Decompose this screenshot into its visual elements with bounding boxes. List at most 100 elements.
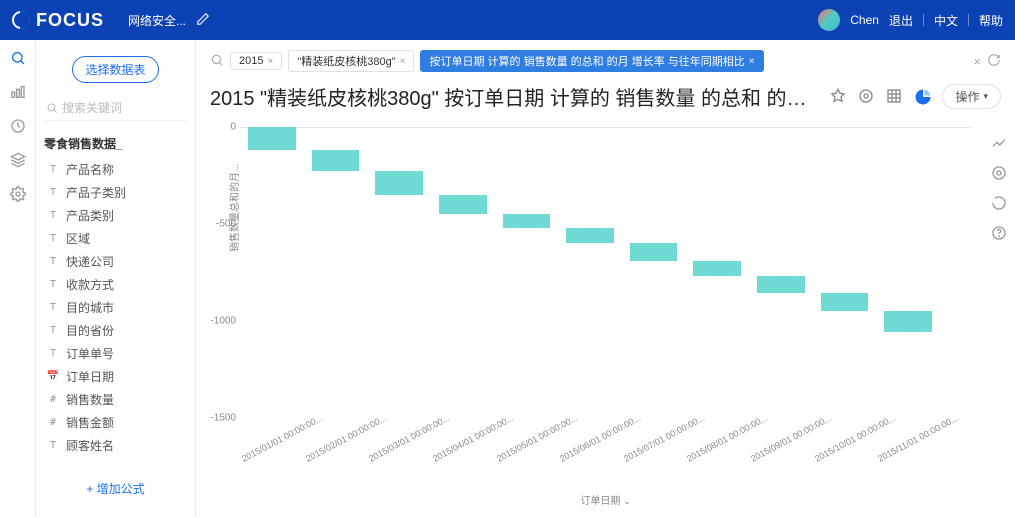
field-label: 产品名称: [66, 161, 114, 178]
field-type-icon: T: [46, 210, 60, 221]
query-pill[interactable]: 2015×: [230, 52, 282, 70]
header-right: Chen 退出 中文 帮助: [818, 9, 1003, 31]
field-item[interactable]: #销售数量: [44, 388, 187, 411]
field-label: 快递公司: [66, 253, 114, 270]
pie-chart-icon[interactable]: [914, 88, 932, 106]
search-icon[interactable]: [10, 50, 26, 66]
divider: [923, 14, 924, 26]
y-axis-label: 销售数量总和的月...: [226, 164, 241, 252]
y-tick: -500: [210, 218, 236, 229]
avatar[interactable]: [818, 9, 840, 31]
help-link[interactable]: 帮助: [979, 12, 1003, 29]
field-label: 顾客姓名: [66, 437, 114, 454]
x-axis-label[interactable]: 订单日期 ⌄: [580, 492, 630, 507]
gear-icon[interactable]: [991, 165, 1007, 181]
field-item[interactable]: T 区域: [44, 227, 187, 250]
field-search[interactable]: 搜索关键词: [44, 95, 187, 121]
field-list: T产品名称T产品子类别T产品类别T区域T快递公司T收款方式T目的城市T目的省份T…: [44, 158, 187, 457]
close-icon[interactable]: ×: [267, 56, 273, 67]
field-type-icon: T: [46, 187, 60, 198]
close-icon[interactable]: ×: [749, 56, 755, 67]
app-header: FOCUS 网络安全... Chen 退出 中文 帮助: [0, 0, 1015, 40]
edit-icon[interactable]: [196, 12, 210, 29]
field-item[interactable]: T 顾客姓名: [44, 434, 187, 457]
field-label: 订单单号: [66, 345, 114, 362]
help-icon[interactable]: [991, 225, 1007, 241]
field-item[interactable]: T快递公司: [44, 250, 187, 273]
chart-tool-rail: [991, 135, 1007, 241]
chart-bar[interactable]: [439, 195, 487, 214]
field-item[interactable]: T 产品名称: [44, 158, 187, 181]
gear-icon[interactable]: [10, 186, 26, 202]
field-label: 目的城市: [66, 299, 114, 316]
divider: [968, 14, 969, 26]
query-bar: 2015× "精装纸皮核桃380g"× 按订单日期 计算的 销售数量 的总和 的月 …: [210, 50, 1001, 72]
brand-logo: FOCUS: [12, 10, 104, 31]
field-type-icon: T: [46, 348, 60, 359]
add-formula-button[interactable]: + 增加公式: [44, 480, 187, 497]
chart-bar[interactable]: [312, 150, 360, 171]
field-label: 区域: [66, 230, 90, 247]
field-label: 产品类别: [66, 207, 114, 224]
pin-icon[interactable]: [830, 88, 848, 106]
logo-icon: [12, 11, 30, 29]
chart-bar[interactable]: [630, 243, 678, 260]
lang-link[interactable]: 中文: [934, 12, 958, 29]
chart-bar[interactable]: [693, 261, 741, 277]
clock-icon[interactable]: [10, 118, 26, 134]
y-tick: -1000: [210, 315, 236, 326]
chart-bar[interactable]: [821, 293, 869, 310]
field-type-icon: T: [46, 233, 60, 244]
operations-button[interactable]: 操作▾: [942, 84, 1001, 109]
line-chart-icon[interactable]: [991, 135, 1007, 151]
title-bar: 2015 "精装纸皮核桃380g" 按订单日期 计算的 销售数量 的总和 的月 …: [210, 82, 1001, 111]
field-label: 产品子类别: [66, 184, 126, 201]
chart-bar[interactable]: [566, 228, 614, 244]
chart-bar[interactable]: [375, 171, 423, 194]
chart-bar[interactable]: [503, 214, 551, 228]
field-label: 目的省份: [66, 322, 114, 339]
field-item[interactable]: # 销售金额: [44, 411, 187, 434]
refresh-icon[interactable]: [991, 195, 1007, 211]
field-panel: 选择数据表 搜索关键词 零食销售数据_ T产品名称T产品子类别T产品类别T区域T…: [36, 40, 196, 517]
chart-plot[interactable]: 销售数量总和的月... 0-500-1000-15002015/01/01 00…: [240, 117, 971, 447]
clear-icon[interactable]: ×: [973, 54, 981, 69]
brand-text: FOCUS: [36, 10, 104, 31]
field-type-icon: #: [46, 417, 60, 428]
field-item[interactable]: T 目的省份: [44, 319, 187, 342]
field-label: 销售数量: [66, 391, 114, 408]
field-item[interactable]: T 产品类别: [44, 204, 187, 227]
query-pill[interactable]: "精装纸皮核桃380g"×: [288, 50, 414, 72]
field-item[interactable]: T收款方式: [44, 273, 187, 296]
field-label: 订单日期: [66, 368, 114, 385]
field-label: 收款方式: [66, 276, 114, 293]
bar-chart-icon[interactable]: [10, 84, 26, 100]
field-type-icon: 📅: [46, 371, 60, 382]
field-item[interactable]: 📅 订单日期: [44, 365, 187, 388]
table-icon[interactable]: [886, 88, 904, 106]
field-label: 销售金额: [66, 414, 114, 431]
logout-link[interactable]: 退出: [889, 12, 913, 29]
layers-icon[interactable]: [10, 152, 26, 168]
search-icon[interactable]: [210, 53, 224, 70]
workspace-name[interactable]: 网络安全...: [128, 12, 186, 29]
user-name[interactable]: Chen: [850, 13, 879, 27]
field-type-icon: T: [46, 164, 60, 175]
field-item[interactable]: T 产品子类别: [44, 181, 187, 204]
nav-rail: [0, 40, 36, 517]
close-icon[interactable]: ×: [400, 56, 406, 67]
chart-bar[interactable]: [757, 276, 805, 293]
group-header[interactable]: 零食销售数据_: [44, 135, 187, 152]
field-item[interactable]: T 订单单号: [44, 342, 187, 365]
field-item[interactable]: T目的城市: [44, 296, 187, 319]
chart-bar[interactable]: [884, 311, 932, 332]
chart-bar[interactable]: [248, 127, 296, 150]
field-type-icon: T: [46, 325, 60, 336]
chart-container: 销售数量总和的月... 0-500-1000-15002015/01/01 00…: [210, 117, 1001, 507]
gear-icon[interactable]: [858, 88, 876, 106]
query-pill[interactable]: 按订单日期 计算的 销售数量 的总和 的月 增长率 与往年同期相比×: [420, 50, 763, 72]
choose-table-button[interactable]: 选择数据表: [72, 56, 158, 83]
field-type-icon: T: [46, 440, 60, 451]
refresh-icon[interactable]: [987, 53, 1001, 70]
main-area: 2015× "精装纸皮核桃380g"× 按订单日期 计算的 销售数量 的总和 的月 …: [196, 40, 1015, 517]
